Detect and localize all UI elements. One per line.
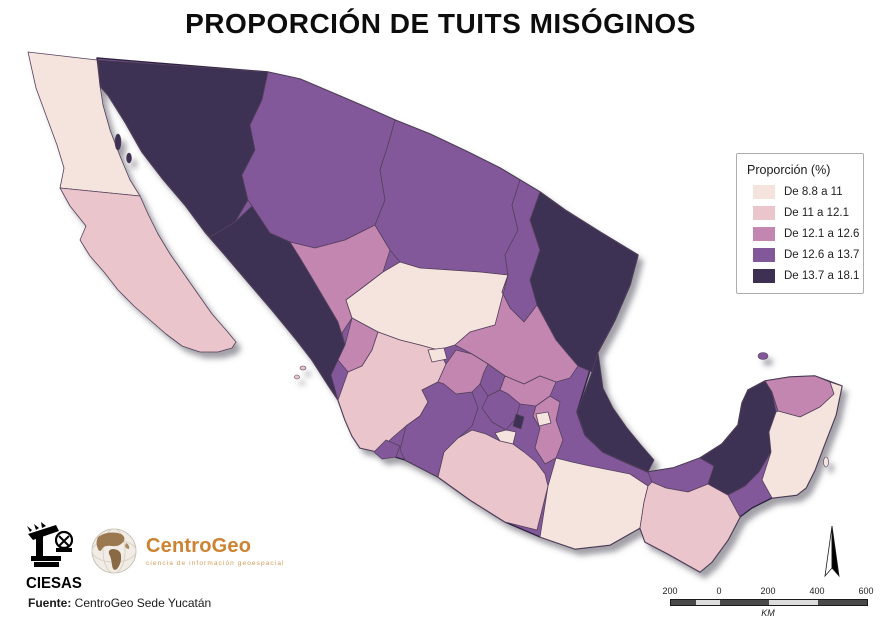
legend-swatch [753, 269, 775, 283]
scale-bar: 200 0 200 400 600 KM [648, 586, 881, 620]
legend-swatch [753, 206, 775, 220]
state-aguascalientes [427, 347, 448, 363]
ciesas-logo: CIESAS [26, 522, 84, 592]
state-baja-california [27, 51, 141, 197]
map-legend: Proporción (%) De 8.8 a 11 De 11 a 12.1 … [736, 153, 864, 294]
ciesas-logo-icon [27, 522, 74, 567]
scale-label: 200 [662, 586, 678, 596]
state-ciudad-de-mexico [512, 413, 525, 430]
island [114, 133, 122, 151]
scale-bar-segments [670, 599, 868, 606]
legend-item: De 8.8 a 11 [753, 185, 857, 199]
state-tlaxcala [535, 411, 552, 427]
legend-swatch [753, 185, 775, 199]
island [823, 456, 829, 468]
state-colima [373, 439, 401, 460]
legend-item: De 13.7 a 18.1 [753, 269, 860, 283]
legend-swatch [753, 248, 775, 262]
legend-label: De 11 a 12.1 [784, 207, 850, 219]
scale-label: 0 [716, 586, 722, 596]
north-arrow-icon [824, 525, 840, 578]
scale-label: 400 [809, 586, 825, 596]
state-oaxaca [539, 457, 649, 550]
state-chiapas [639, 481, 741, 573]
centrogeo-tagline: ciencia de información geoespacial [146, 560, 285, 567]
legend-label: De 12.6 a 13.7 [784, 249, 860, 261]
page-title: PROPORCIÓN DE TUITS MISÓGINOS [185, 8, 696, 39]
legend-item: De 11 a 12.1 [753, 206, 857, 220]
scale-bar-labels: 200 0 200 400 600 [648, 586, 881, 597]
state-guanajuato [437, 349, 489, 395]
legend-item: De 12.6 a 13.7 [753, 248, 860, 262]
state-guerrero [437, 429, 549, 531]
source-text: CentroGeo Sede Yucatán [71, 596, 212, 610]
state-quintana-roo [761, 381, 843, 499]
legend-title: Proporción (%) [747, 163, 831, 177]
state-coahuila [374, 119, 521, 276]
ciesas-wordmark: CIESAS [26, 574, 82, 593]
island [294, 374, 300, 380]
legend-label: De 8.8 a 11 [784, 186, 843, 198]
scale-label: 600 [858, 586, 874, 596]
legend-label: De 12.1 a 12.6 [784, 228, 860, 240]
legend-item: De 12.1 a 12.6 [753, 227, 860, 241]
centrogeo-wordmark: CentroGeo [146, 535, 252, 557]
centrogeo-logo: CentroGeo ciencia de información geoespa… [90, 527, 285, 575]
source-prefix: Fuente: [28, 596, 72, 610]
state-tamaulipas [529, 191, 639, 373]
island [299, 365, 307, 371]
state-campeche [699, 380, 777, 496]
source-note: Fuente: CentroGeo Sede Yucatán [28, 596, 211, 610]
scale-unit: KM [761, 608, 775, 618]
legend-label: De 13.7 a 18.1 [784, 270, 860, 282]
state-chihuahua [241, 71, 396, 249]
island [126, 152, 132, 164]
island [757, 352, 769, 360]
scale-label: 200 [760, 586, 776, 596]
state-baja-california-sur [59, 187, 237, 353]
globe-icon [91, 528, 137, 574]
legend-swatch [753, 227, 775, 241]
